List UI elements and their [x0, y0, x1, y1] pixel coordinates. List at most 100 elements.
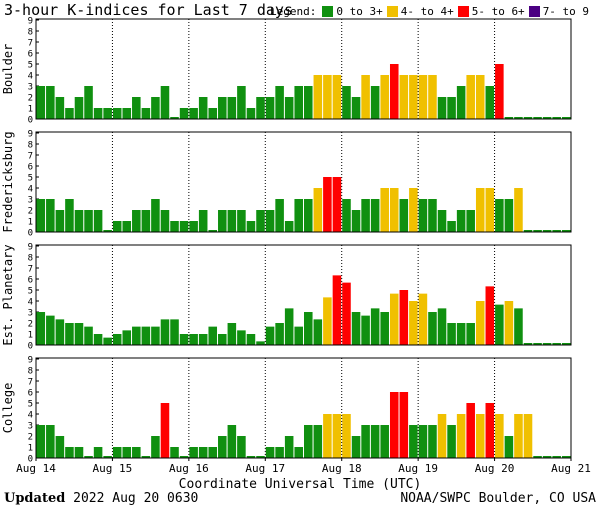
k-index-bar: [84, 86, 93, 119]
y-tick-label: 0: [28, 229, 33, 239]
y-tick-label: 2: [28, 207, 33, 217]
x-tick-label: Aug 16: [169, 462, 209, 475]
y-tick-label: 2: [28, 94, 33, 104]
legend-item-purple: 7- to 9: [528, 5, 589, 18]
k-index-bar: [447, 221, 456, 232]
y-tick-label: 3: [28, 196, 33, 206]
k-index-bar: [198, 210, 208, 232]
k-index-bar: [179, 221, 189, 232]
k-index-bar: [112, 221, 122, 232]
legend-swatch-red: [457, 6, 469, 17]
k-index-bar: [523, 230, 533, 232]
k-index-bar: [466, 403, 475, 458]
k-index-bar: [218, 436, 227, 458]
k-index-bar: [227, 323, 237, 345]
y-tick-label: 3: [28, 422, 33, 432]
legend-swatch-purple: [528, 6, 540, 17]
x-tick-label: Aug 14: [16, 462, 56, 475]
k-index-bar: [389, 293, 399, 345]
y-tick-label: 1: [28, 331, 33, 341]
y-tick-label: 5: [28, 400, 33, 410]
k-index-bar: [542, 456, 552, 458]
k-index-bar: [208, 326, 218, 345]
k-index-bar: [456, 210, 466, 232]
legend: Legend: 0 to 3+ 4- to 4+ 5- to 6+ 7- to …: [270, 5, 593, 18]
legend-item-green: 0 to 3+: [322, 5, 383, 18]
k-index-bar: [208, 447, 218, 458]
k-index-bar: [294, 199, 303, 232]
k-index-bar: [313, 188, 323, 232]
k-index-bar: [561, 456, 571, 458]
k-index-bar: [418, 425, 428, 458]
k-index-bar: [122, 447, 132, 458]
x-axis-title: Coordinate Universal Time (UTC): [178, 477, 422, 492]
y-tick-label: 9: [28, 17, 33, 27]
k-index-bar: [141, 210, 151, 232]
k-index-bar: [323, 75, 332, 119]
k-index-bar: [284, 436, 294, 458]
k-index-bar: [275, 323, 284, 345]
k-index-bar: [218, 334, 227, 345]
k-index-bar: [533, 343, 542, 345]
y-tick-label: 3: [28, 309, 33, 319]
legend-swatch-green: [322, 6, 334, 17]
k-index-bar: [265, 210, 275, 232]
k-index-bar: [351, 97, 361, 119]
k-index-bar: [313, 75, 323, 119]
k-index-bar: [437, 414, 447, 458]
k-index-bar: [485, 286, 495, 345]
k-index-bar: [208, 230, 218, 232]
k-index-bar: [380, 188, 389, 232]
k-index-bar: [294, 326, 303, 345]
k-index-bar: [428, 75, 437, 119]
k-index-bar: [504, 436, 514, 458]
k-index-bar: [93, 447, 103, 458]
k-index-bar: [323, 297, 332, 345]
k-index-bar: [351, 210, 361, 232]
panel-border: [35, 18, 572, 120]
k-index-bar: [552, 117, 561, 119]
k-index-bar: [141, 108, 151, 119]
k-index-bar: [256, 456, 265, 458]
k-index-bar: [227, 97, 237, 119]
y-tick-label: 5: [28, 287, 33, 297]
k-index-bar: [160, 319, 170, 345]
k-index-bar: [475, 301, 485, 345]
legend-item-label: 0 to 3+: [336, 5, 383, 18]
k-index-bar: [122, 221, 132, 232]
k-index-bar: [189, 221, 198, 232]
k-index-bar: [409, 425, 418, 458]
k-index-bar: [103, 337, 112, 345]
y-tick-label: 5: [28, 174, 33, 184]
k-index-bar: [552, 456, 561, 458]
k-index-bar: [265, 447, 275, 458]
y-tick-label: 4: [28, 185, 33, 195]
y-tick-label: 8: [28, 254, 33, 264]
k-index-bar: [409, 301, 418, 345]
k-index-bar: [361, 199, 370, 232]
k-index-bar: [428, 425, 437, 458]
k-index-bar: [46, 199, 55, 232]
legend-item-label: 4- to 4+: [400, 5, 454, 18]
k-index-bar: [437, 308, 447, 345]
y-tick-label: 5: [28, 61, 33, 71]
k-index-chart: 0123456789Boulder0123456789Fredericksbur…: [1, 17, 591, 476]
k-index-bar: [141, 326, 151, 345]
y-tick-label: 9: [28, 130, 33, 140]
legend-item-yellow: 4- to 4+: [386, 5, 454, 18]
y-tick-label: 0: [28, 116, 33, 126]
k-index-bar: [466, 75, 475, 119]
updated-timestamp: Updated 2022 Aug 20 0630: [4, 491, 198, 506]
k-index-bar: [456, 414, 466, 458]
k-index-bar: [65, 108, 74, 119]
x-tick-label: Aug 17: [245, 462, 285, 475]
k-index-bar: [561, 343, 571, 345]
k-index-bar: [36, 86, 46, 119]
k-index-bar: [342, 282, 351, 345]
k-index-bar: [332, 177, 342, 232]
panel-border: [35, 244, 572, 346]
k-index-bar: [189, 447, 198, 458]
x-tick-label: Aug 15: [93, 462, 133, 475]
k-index-bar: [36, 425, 46, 458]
k-index-bar: [170, 447, 179, 458]
